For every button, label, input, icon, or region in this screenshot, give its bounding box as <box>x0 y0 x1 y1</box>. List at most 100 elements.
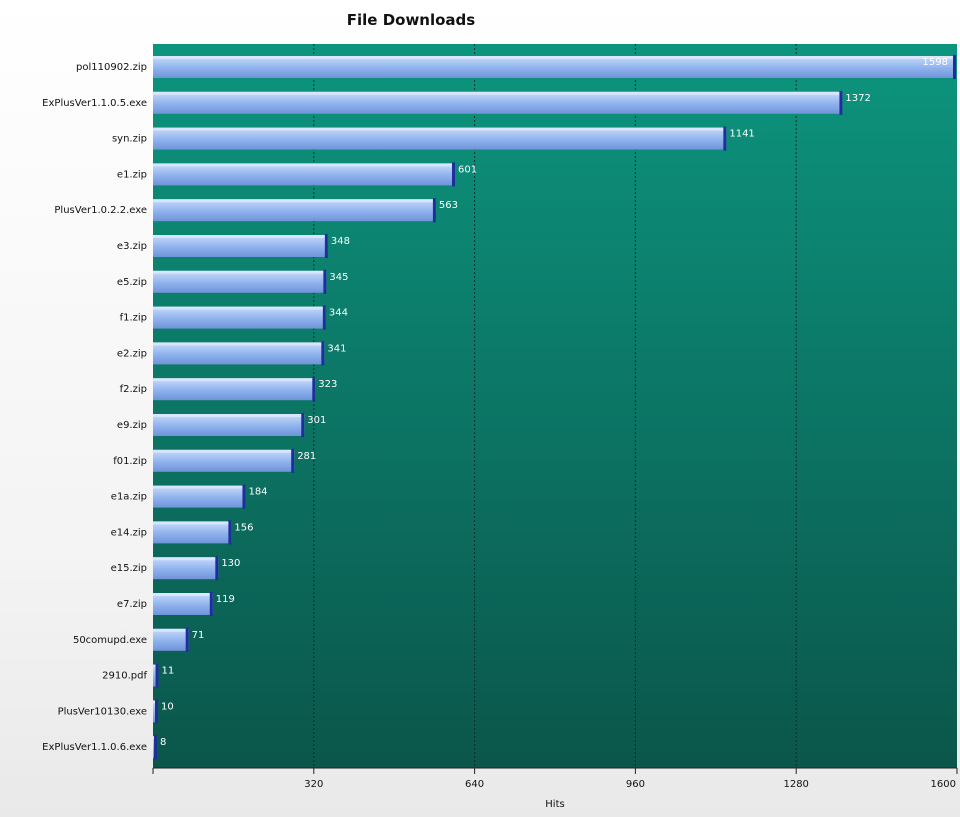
bar <box>153 163 455 185</box>
bar <box>153 128 726 150</box>
category-label: e9.zip <box>117 420 147 431</box>
data-label: 130 <box>221 558 240 569</box>
bar <box>153 450 294 472</box>
x-axis: 320 640 960 1280 1600 <box>153 768 957 790</box>
bar-cap <box>723 127 726 151</box>
bar <box>153 414 304 436</box>
data-label: 8 <box>160 737 166 748</box>
bar <box>153 593 213 615</box>
bar-cap <box>452 162 455 186</box>
category-label: pol110902.zip <box>76 62 147 73</box>
bar <box>153 56 956 78</box>
bar-cap <box>154 735 157 759</box>
bar-cap <box>953 55 956 79</box>
data-label: 184 <box>248 487 267 498</box>
bar-highlight <box>153 56 956 59</box>
bar-cap <box>215 556 218 580</box>
bar-cap <box>325 234 328 258</box>
plot-area <box>153 44 957 768</box>
data-label: 345 <box>329 272 348 283</box>
x-axis-title: Hits <box>545 799 564 810</box>
bar <box>153 629 189 651</box>
data-label: 281 <box>297 451 316 462</box>
category-label: f2.zip <box>120 384 147 395</box>
category-label: 50comupd.exe <box>73 635 147 646</box>
category-label: f1.zip <box>120 313 147 324</box>
category-label: e15.zip <box>111 563 147 574</box>
category-label: ExPlusVer1.1.0.5.exe <box>42 98 147 109</box>
bar-highlight <box>153 163 455 166</box>
bar <box>153 557 218 579</box>
category-label: e1a.zip <box>111 492 147 503</box>
data-label: 156 <box>234 522 253 533</box>
bar-cap <box>210 592 213 616</box>
data-label: 301 <box>307 415 326 426</box>
bar-highlight <box>153 486 245 489</box>
category-label: e3.zip <box>117 241 147 252</box>
data-label: 71 <box>192 630 205 641</box>
bar-highlight <box>153 378 315 381</box>
x-tick-label: 320 <box>304 779 323 790</box>
x-tick-label: 1280 <box>783 779 808 790</box>
bar-highlight <box>153 235 328 238</box>
bar-highlight <box>153 128 726 131</box>
bar <box>153 271 326 293</box>
bar <box>153 378 315 400</box>
chart-title: File Downloads <box>347 11 476 29</box>
category-label: PlusVer1.0.2.2.exe <box>54 205 147 216</box>
data-label: 1598 <box>923 57 948 68</box>
bar-cap <box>321 341 324 365</box>
bar-cap <box>323 270 326 294</box>
category-label: e7.zip <box>117 599 147 610</box>
bar-cap <box>839 91 842 115</box>
category-label: e2.zip <box>117 348 147 359</box>
bar <box>153 92 842 114</box>
bar-cap <box>291 449 294 473</box>
bar <box>153 342 324 364</box>
data-label: 1141 <box>729 129 754 140</box>
bar-cap <box>186 628 189 652</box>
bar-cap <box>242 485 245 509</box>
bar-highlight <box>153 557 218 560</box>
category-label: 2910.pdf <box>102 671 147 682</box>
bar-highlight <box>153 629 189 632</box>
bar-cap <box>433 198 436 222</box>
bar-cap <box>228 520 231 544</box>
category-label: PlusVer10130.exe <box>58 706 147 717</box>
data-label: 601 <box>458 164 477 175</box>
data-label: 11 <box>162 666 175 677</box>
data-label: 341 <box>327 343 346 354</box>
bar-cap <box>155 699 158 723</box>
bar-highlight <box>153 450 294 453</box>
x-tick-label: 1600 <box>931 779 956 790</box>
bar <box>153 199 436 221</box>
category-label: f01.zip <box>113 456 147 467</box>
bar-highlight <box>153 342 324 345</box>
x-tick-label: 960 <box>626 779 645 790</box>
bar <box>153 521 231 543</box>
bar-cap <box>156 664 159 688</box>
data-label: 344 <box>329 308 348 319</box>
category-label: e1.zip <box>117 169 147 180</box>
bar-cap <box>301 413 304 437</box>
data-label: 1372 <box>845 93 870 104</box>
data-label: 563 <box>439 200 458 211</box>
bar-highlight <box>153 593 213 596</box>
bar-cap <box>323 306 326 330</box>
bar-highlight <box>153 199 436 202</box>
bar-highlight <box>153 92 842 95</box>
bar-cap <box>312 377 315 401</box>
bar <box>153 486 245 508</box>
bar-highlight <box>153 521 231 524</box>
bar-highlight <box>153 414 304 417</box>
data-label: 119 <box>216 594 235 605</box>
data-label: 323 <box>318 379 337 390</box>
category-label: ExPlusVer1.1.0.6.exe <box>42 742 147 753</box>
category-label: e14.zip <box>111 527 147 538</box>
bar <box>153 235 328 257</box>
category-label: e5.zip <box>117 277 147 288</box>
bar-highlight <box>153 307 326 310</box>
bar-highlight <box>153 271 326 274</box>
